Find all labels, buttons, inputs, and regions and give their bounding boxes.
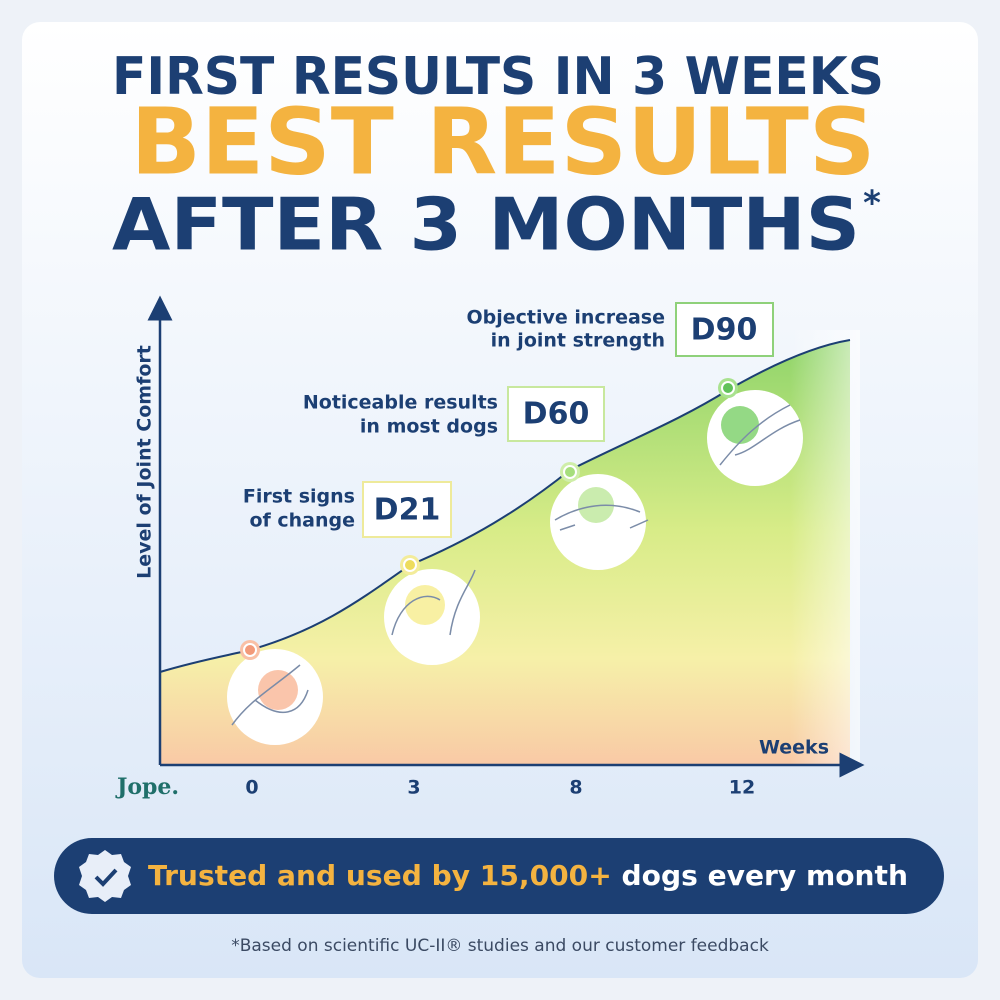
title-line: BEST RESULTS (131, 88, 876, 195)
milestone-text: First signs (243, 486, 355, 508)
banner (54, 838, 944, 914)
title-line: FIRST RESULTS IN 3 WEEKS (112, 47, 884, 107)
banner-highlight: Trusted and used by 15,000+ (148, 859, 612, 892)
day-box (675, 302, 774, 357)
check-badge (79, 850, 131, 902)
x-tick-label: 12 (729, 777, 755, 799)
milestone-text: in most dogs (360, 416, 498, 438)
day-label: D90 (691, 313, 758, 348)
milestone-dots (240, 378, 738, 660)
banner-rest: dogs every month (612, 859, 908, 892)
x-axis-label: Weeks (759, 737, 829, 759)
day-box (507, 386, 605, 442)
milestone-text: Noticeable results (303, 392, 498, 414)
y-axis-label: Level of Joint Comfort (134, 345, 156, 579)
x-tick-label: 3 (407, 777, 420, 799)
banner-text: Trusted and used by 15,000+ dogs every m… (148, 859, 908, 892)
x-tick-label: 8 (569, 777, 582, 799)
asterisk: * (863, 184, 881, 224)
milestone-text: in joint strength (491, 330, 665, 352)
x-tick-label: 0 (245, 777, 258, 799)
title-line: AFTER 3 MONTHS (112, 183, 860, 267)
milestone-text: Objective increase (467, 307, 665, 329)
day-label: D60 (523, 397, 590, 432)
day-label: D21 (374, 493, 441, 528)
footnote: *Based on scientific UC-II® studies and … (231, 936, 769, 956)
day-box (362, 481, 452, 538)
check-mark (94, 868, 118, 887)
illustrations (227, 390, 803, 745)
brand: Jope. (115, 774, 179, 800)
milestone-text: of change (249, 510, 355, 532)
